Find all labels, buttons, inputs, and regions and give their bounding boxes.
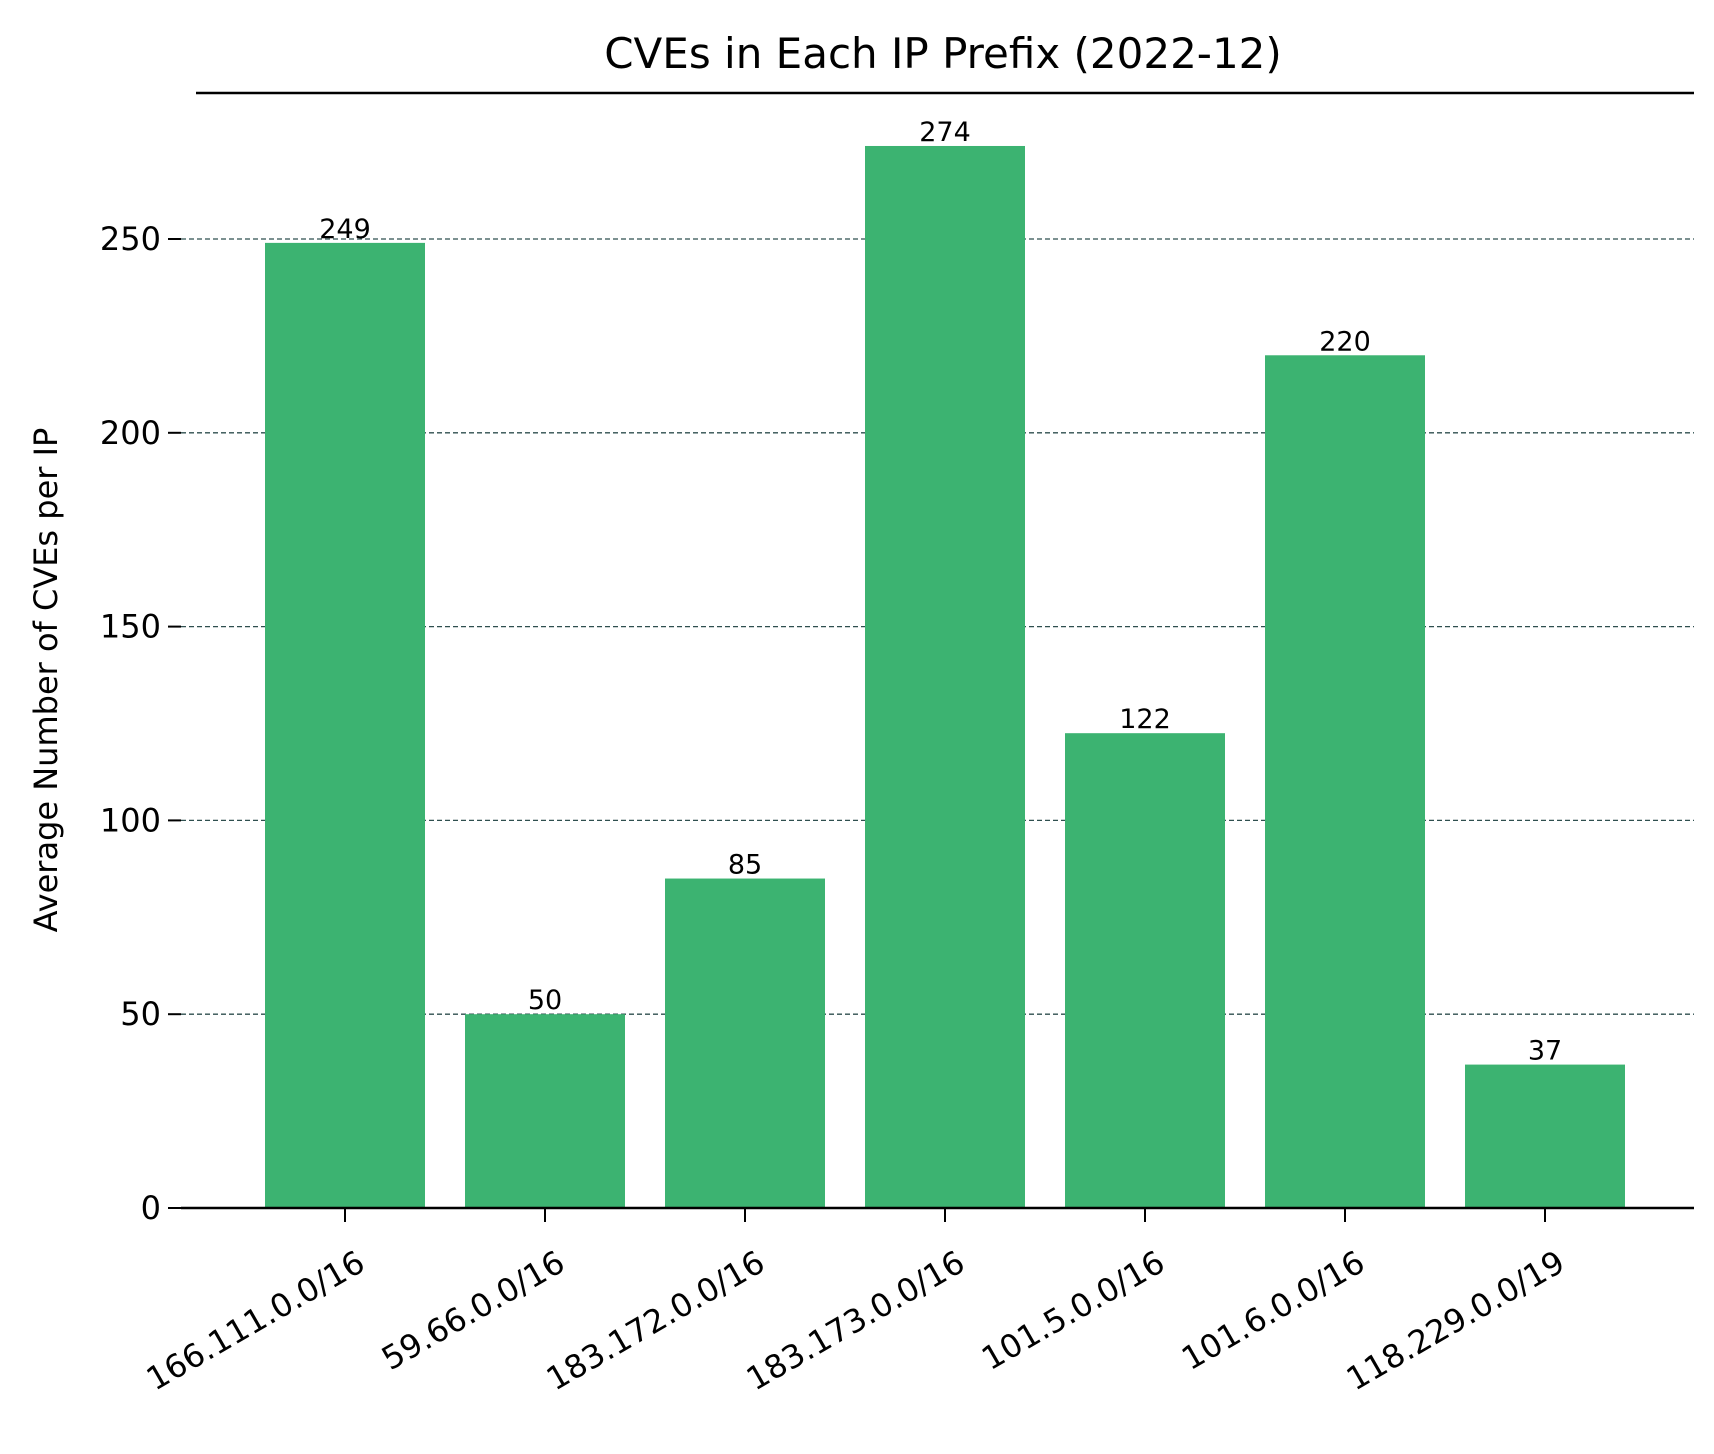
data-label: 85 [728,850,762,881]
bar [1065,733,1225,1208]
y-axis: 0 50 100 150 200 250 [100,220,181,1227]
data-label: 122 [1119,704,1171,735]
bars [265,145,1625,1209]
x-tick-label: 101.6.0.0/16 [1175,1243,1371,1378]
x-tick-label: 166.111.0.0/16 [140,1243,371,1398]
chart-title: CVEs in Each IP Prefix (2022-12) [604,29,1282,78]
data-label: 274 [919,117,971,148]
data-labels: 249 50 85 274 122 220 37 [319,117,1562,1067]
x-axis: 166.111.0.0/16 59.66.0.0/16183.172.0.0/16… [140,1206,1694,1398]
y-tick-label: 200 [100,414,161,452]
data-label: 37 [1528,1036,1562,1067]
x-tick-label: 183.173.0.0/16 [740,1243,971,1398]
data-label: 220 [1319,326,1371,357]
bar [865,145,1025,1209]
x-tick-label: 183.172.0.0/16 [540,1243,771,1398]
y-tick-label: 50 [120,995,161,1033]
y-tick-label: 0 [141,1189,161,1227]
bar [265,242,425,1209]
data-label: 50 [528,985,562,1016]
bar [665,878,825,1208]
bar [1265,355,1425,1208]
x-tick-label: 59.66.0.0/16 [375,1243,571,1378]
x-tick-label: 118.229.0.0/19 [1340,1243,1571,1398]
bar [465,1014,625,1208]
y-tick-label: 100 [100,801,161,839]
bar [1465,1064,1625,1208]
y-tick-label: 250 [100,220,161,258]
data-label: 249 [319,214,371,245]
x-tick-label: 101.5.0.0/16 [975,1243,1171,1378]
y-tick-label: 150 [100,608,161,646]
y-axis-label: Average Number of CVEs per IP [27,428,65,933]
